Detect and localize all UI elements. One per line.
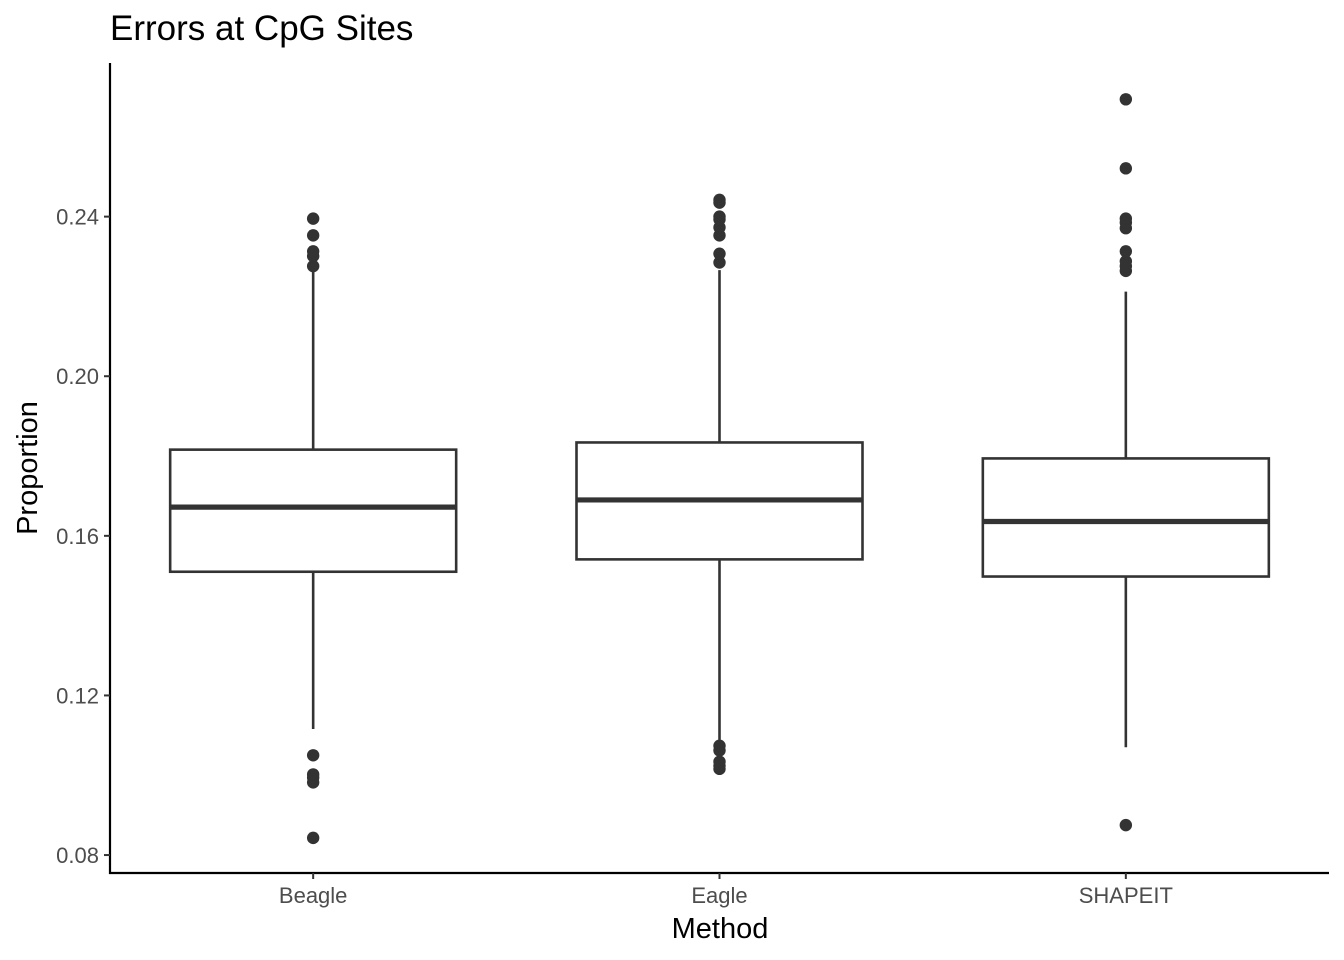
x-axis-title: Method bbox=[672, 913, 769, 945]
outlier-point bbox=[306, 749, 320, 762]
y-tick-label: 0.24 bbox=[56, 205, 99, 230]
outlier-point bbox=[713, 193, 726, 207]
outlier-point bbox=[1119, 212, 1133, 225]
plot-area bbox=[168, 93, 1271, 845]
outlier-point bbox=[713, 256, 726, 269]
y-tick-label: 0.20 bbox=[56, 364, 99, 389]
iqr-box bbox=[168, 448, 458, 574]
outlier-point bbox=[306, 245, 320, 258]
outlier-point bbox=[1119, 818, 1133, 832]
outlier-point bbox=[306, 831, 320, 845]
outlier-point bbox=[306, 212, 320, 225]
outlier-point bbox=[713, 210, 726, 223]
x-tick-label: Beagle bbox=[279, 883, 348, 908]
x-tick-label: Eagle bbox=[691, 883, 747, 908]
y-tick-label: 0.12 bbox=[56, 683, 99, 708]
outlier-point bbox=[713, 739, 726, 752]
outlier-point bbox=[1119, 162, 1133, 175]
outlier-point bbox=[306, 229, 320, 242]
x-tick-label: SHAPEIT bbox=[1079, 883, 1173, 908]
chart-title: Errors at CpG Sites bbox=[110, 9, 413, 48]
outlier-point bbox=[306, 768, 320, 781]
y-axis-title: Proportion bbox=[12, 401, 44, 535]
outlier-point bbox=[1119, 255, 1133, 268]
box-group-shapeit bbox=[981, 93, 1271, 832]
iqr-box bbox=[981, 457, 1271, 578]
y-tick-label: 0.16 bbox=[56, 524, 99, 549]
box-group-eagle bbox=[575, 193, 864, 776]
outlier-point bbox=[306, 259, 320, 273]
box-group-beagle bbox=[168, 212, 458, 845]
x-axis-ticks: Beagle Eagle SHAPEIT bbox=[279, 873, 1173, 908]
outlier-point bbox=[1119, 245, 1133, 258]
outlier-point bbox=[713, 755, 726, 768]
y-tick-label: 0.08 bbox=[56, 843, 99, 868]
outlier-point bbox=[713, 247, 726, 260]
y-axis-ticks: 0.08 0.12 0.16 0.20 0.24 bbox=[56, 205, 110, 868]
outlier-point bbox=[1119, 93, 1133, 106]
